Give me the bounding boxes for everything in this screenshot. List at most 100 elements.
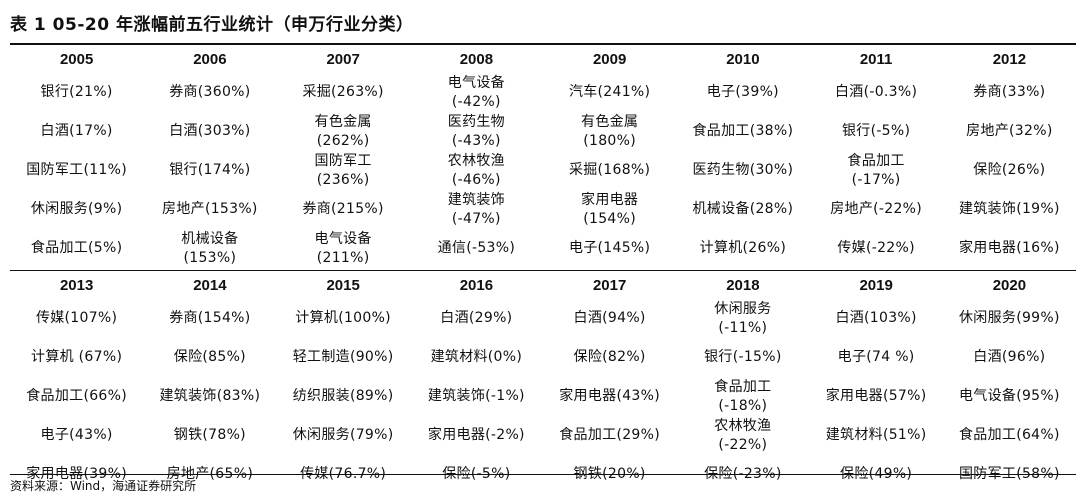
year-header: 2016: [459, 277, 494, 294]
table-cell: 券商(215%): [302, 201, 384, 217]
table-cell: 食品加工(64%): [959, 427, 1060, 443]
table-cell: 建筑材料(0%): [430, 349, 523, 365]
table-row: 白酒(17%) 白酒(303%) 有色金属 (262%) 医药生物 (-43%) 有色金…: [10, 112, 1076, 151]
year-header: 2020: [992, 277, 1027, 294]
table-cell: 电子(145%): [568, 240, 651, 256]
table-cell: 采掘(168%): [568, 162, 651, 178]
table-cell: 房地产(-22%): [830, 201, 923, 217]
table-cell: 机械设备 (153%): [181, 230, 239, 266]
table-cell: 休闲服务 (-11%): [714, 300, 772, 336]
table-cell: 保险(85%): [173, 349, 246, 365]
year-header: 2009: [592, 51, 627, 68]
year-header: 2005: [59, 51, 94, 68]
table-cell: 食品加工(29%): [559, 427, 660, 443]
table-cell: 采掘(263%): [302, 84, 384, 100]
year-header: 2014: [193, 277, 227, 294]
year-header: 2008: [459, 51, 494, 68]
table-cell: 家用电器(-2%): [427, 427, 525, 443]
table-row: 计算机 (67%) 保险(85%) 轻工制造(90%) 建筑材料(0%) 保险(82%)…: [10, 338, 1076, 377]
table-cell: 银行(-5%): [841, 123, 911, 139]
table-cell: 计算机(26%): [699, 240, 787, 256]
block-divider-rule: [10, 270, 1076, 271]
table-cell: 白酒(17%): [40, 123, 113, 139]
table-block-2013-2020: 2013 2014 2015 2016 2017 2018 2019 2020 传媒(107%…: [10, 271, 1076, 494]
table-cell: 休闲服务(79%): [292, 427, 394, 443]
table-cell: 电子(74 %): [837, 349, 915, 365]
table-cell: 电气设备 (-42%): [447, 74, 505, 110]
table-cell: 电子(39%): [706, 84, 779, 100]
table-cell: 有色金属 (262%): [314, 113, 372, 149]
year-header: 2011: [859, 51, 893, 68]
year-header: 2010: [726, 51, 760, 68]
table-cell: 白酒(103%): [835, 310, 917, 326]
table-cell: 建筑装饰(83%): [159, 388, 261, 404]
table-cell: 医药生物(30%): [692, 162, 794, 178]
table-cell: 传媒(107%): [35, 310, 118, 326]
table-cell: 通信(-53%): [437, 240, 516, 256]
table-cell: 家用电器(43%): [559, 388, 660, 404]
table-row: 电子(43%) 钢铁(78%) 休闲服务(79%) 家用电器(-2%) 食品加工(29%…: [10, 416, 1076, 455]
table-cell: 休闲服务(99%): [959, 310, 1060, 326]
table-cell: 计算机 (67%): [31, 349, 123, 365]
table-cell: 建筑装饰 (-47%): [447, 191, 505, 227]
year-header: 2006: [193, 51, 227, 68]
year-header: 2018: [726, 277, 760, 294]
table-cell: 食品加工 (-18%): [714, 378, 772, 414]
year-header: 2015: [326, 277, 360, 294]
table-cell: 银行(174%): [169, 162, 251, 178]
table-cell: 汽车(241%): [568, 84, 651, 100]
table-cell: 休闲服务(9%): [30, 201, 123, 217]
table-cell: 保险(82%): [573, 349, 646, 365]
year-header-row: 2013 2014 2015 2016 2017 2018 2019 2020: [10, 271, 1076, 299]
table-cell: 保险(26%): [973, 162, 1046, 178]
table-cell: 有色金属 (180%): [581, 113, 639, 149]
table-cell: 白酒(-0.3%): [835, 84, 918, 100]
year-header-row: 2005 2006 2007 2008 2009 2010 2011 2012: [10, 45, 1076, 73]
table-row: 银行(21%) 券商(360%) 采掘(263%) 电气设备 (-42%) 汽车(241…: [10, 73, 1076, 112]
table-block-2005-2012: 2005 2006 2007 2008 2009 2010 2011 2012 银行(21%)…: [10, 45, 1076, 268]
table-cell: 医药生物 (-43%): [447, 113, 505, 149]
table-cell: 电气设备 (211%): [314, 230, 372, 266]
table-cell: 家用电器 (154%): [581, 191, 639, 227]
table-cell: 食品加工(38%): [692, 123, 794, 139]
table-cell: 计算机(100%): [295, 310, 391, 326]
table-cell: 券商(154%): [169, 310, 251, 326]
table-row: 传媒(107%) 券商(154%) 计算机(100%) 白酒(29%) 白酒(94%) 休…: [10, 299, 1076, 338]
table-cell: 国防军工(11%): [26, 162, 127, 178]
table-row: 食品加工(5%) 机械设备 (153%) 电气设备 (211%) 通信(-53%) 电子…: [10, 229, 1076, 268]
bottom-rule: [10, 474, 1076, 475]
table-cell: 银行(-15%): [704, 349, 782, 365]
table-cell: 房地产(32%): [966, 123, 1053, 139]
top-rule: [10, 43, 1076, 45]
table-cell: 钢铁(78%): [173, 427, 246, 443]
table-cell: 券商(33%): [973, 84, 1046, 100]
table-cell: 食品加工(5%): [30, 240, 123, 256]
table-cell: 农林牧渔 (-46%): [447, 152, 505, 188]
table-cell: 纺织服装(89%): [292, 388, 394, 404]
table-cell: 农林牧渔 (-22%): [714, 417, 772, 453]
table-cell: 建筑装饰(19%): [959, 201, 1060, 217]
table-cell: 电子(43%): [40, 427, 113, 443]
table-cell: 传媒(-22%): [837, 240, 915, 256]
year-header: 2013: [59, 277, 94, 294]
table-row: 休闲服务(9%) 房地产(153%) 券商(215%) 建筑装饰 (-47%) 家用电器…: [10, 190, 1076, 229]
source-note: 资料来源：Wind，海通证券研究所: [10, 479, 197, 493]
table-title: 表 1 05-20 年涨幅前五行业统计（申万行业分类）: [10, 15, 414, 35]
table-cell: 银行(21%): [40, 84, 113, 100]
table-cell: 国防军工 (236%): [314, 152, 372, 188]
table-cell: 白酒(94%): [573, 310, 646, 326]
table-cell: 机械设备(28%): [692, 201, 794, 217]
table-cell: 家用电器(16%): [959, 240, 1060, 256]
year-header: 2012: [992, 51, 1027, 68]
table-cell: 电气设备(95%): [959, 388, 1060, 404]
table-cell: 食品加工(66%): [26, 388, 127, 404]
year-header: 2007: [326, 51, 360, 68]
table-cell: 建筑材料(51%): [825, 427, 927, 443]
table-cell: 食品加工 (-17%): [847, 152, 905, 188]
table-cell: 白酒(96%): [973, 349, 1046, 365]
year-header: 2017: [592, 277, 627, 294]
table-cell: 轻工制造(90%): [292, 349, 394, 365]
table-cell: 券商(360%): [169, 84, 251, 100]
table-cell: 家用电器(57%): [825, 388, 927, 404]
table-cell: 建筑装饰(-1%): [427, 388, 525, 404]
